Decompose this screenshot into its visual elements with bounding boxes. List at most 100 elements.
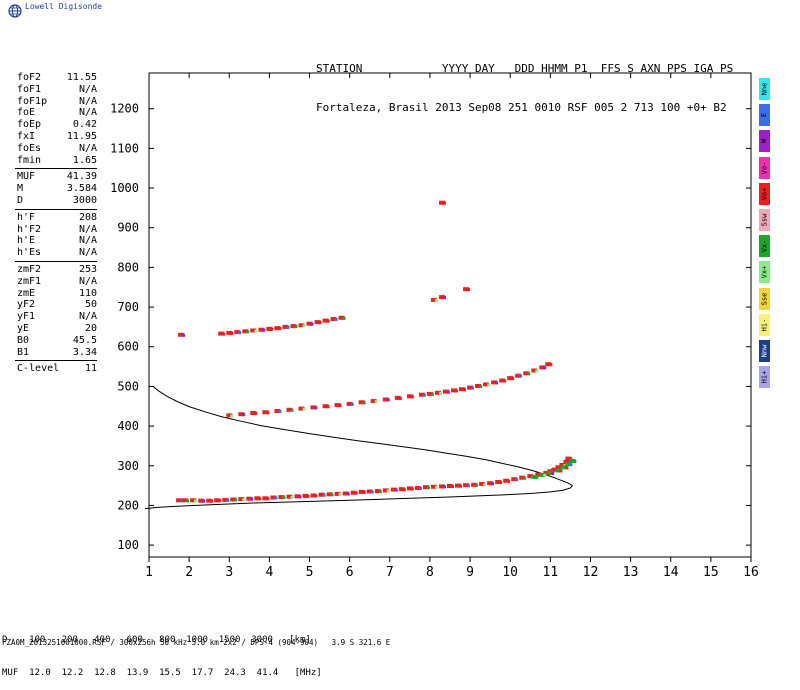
legend-item-e: E <box>759 104 770 127</box>
param-row: foEp 0.42 <box>17 119 97 131</box>
echo-point <box>366 489 373 494</box>
echo-point <box>543 470 550 475</box>
echo-point-fragment <box>535 475 539 479</box>
param-row: foEs N/A <box>17 143 97 155</box>
echo-point-fragment <box>334 318 338 321</box>
echo-point <box>286 407 293 412</box>
echo-point <box>455 483 461 488</box>
x-tick-label: 1 <box>145 565 153 580</box>
echo-point <box>262 496 269 501</box>
echo-point <box>226 330 233 335</box>
echo-point-fragment <box>434 298 438 302</box>
x-tick-label: 11 <box>543 565 559 580</box>
echo-point-fragment <box>330 493 334 497</box>
x-tick-label: 2 <box>185 565 193 580</box>
echo-point <box>346 401 353 406</box>
param-label: foEs <box>17 142 42 154</box>
param-label: h'F2 <box>17 223 42 235</box>
echo-point-fragment <box>314 406 318 410</box>
echo-point <box>226 413 233 418</box>
echo-point <box>274 409 281 413</box>
echo-point <box>358 400 365 405</box>
logo: Lowell Digisonde <box>8 2 102 18</box>
echo-point-fragment <box>338 492 342 496</box>
echo-point-fragment <box>274 496 278 500</box>
echo-point <box>190 498 197 503</box>
param-label: yE <box>17 322 30 334</box>
legend-label: Vx- <box>760 239 769 253</box>
echo-point-fragment <box>254 412 258 415</box>
echo-point <box>338 315 345 320</box>
echo-point <box>258 327 265 332</box>
echo-point <box>246 496 253 501</box>
echo-point <box>551 467 558 472</box>
echo-point <box>222 497 229 502</box>
echo-point-fragment <box>218 499 222 503</box>
legend-label: Vo+ <box>760 187 769 201</box>
echo-point <box>298 323 305 328</box>
param-row: zmE 110 <box>17 288 97 300</box>
x-tick-label: 15 <box>703 565 719 580</box>
echo-point-fragment <box>573 460 577 463</box>
echo-point <box>198 498 205 503</box>
param-row: D 3000 <box>17 195 97 207</box>
param-label: foF1 <box>17 83 42 95</box>
echo-point <box>334 491 341 496</box>
echo-point-fragment <box>455 389 458 393</box>
echo-point-fragment <box>549 363 553 367</box>
param-value: 3.584 <box>66 183 97 195</box>
echo-point-fragment <box>230 414 234 418</box>
param-label: foF1p <box>17 95 48 107</box>
echo-point <box>451 388 457 393</box>
echo-point <box>565 456 572 461</box>
echo-point-fragment <box>559 466 563 470</box>
echo-point-fragment <box>479 385 483 388</box>
echo-point-fragment <box>430 392 434 396</box>
echo-point <box>334 403 341 408</box>
echo-point-fragment <box>378 490 382 494</box>
param-row: foF1 N/A <box>17 84 97 96</box>
param-value: N/A <box>78 107 97 119</box>
echo-point <box>443 389 449 394</box>
echo-point-fragment <box>398 396 402 400</box>
param-label: C-level <box>17 363 60 375</box>
param-row: h'E N/A <box>17 235 97 247</box>
echo-points <box>176 200 577 503</box>
echo-point <box>414 486 421 490</box>
echo-point-fragment <box>569 463 573 467</box>
y-axis-ticks: 100 200 300 400 500 600 700 800 900 1000 1100 1200 <box>110 102 751 552</box>
echo-point <box>250 411 257 415</box>
x-tick-label: 5 <box>306 565 314 580</box>
echo-point-fragment <box>242 413 246 417</box>
echo-point <box>422 485 429 490</box>
echo-point-fragment <box>298 495 302 499</box>
echo-point <box>374 489 381 494</box>
echo-point <box>539 472 546 477</box>
echo-point-fragment <box>294 325 298 329</box>
echo-point <box>547 470 554 475</box>
echo-point-fragment <box>422 393 426 397</box>
echo-point-fragment <box>394 488 398 492</box>
echo-point-fragment <box>222 332 226 336</box>
echo-point <box>214 498 221 503</box>
x-tick-label: 14 <box>663 565 679 580</box>
echo-point <box>294 494 301 499</box>
echo-point <box>555 468 562 473</box>
echo-point <box>475 384 482 388</box>
param-separator <box>15 168 97 170</box>
legend-item-vo-: Vo+ <box>759 182 770 205</box>
echo-point <box>176 498 183 503</box>
echo-point <box>282 324 289 329</box>
param-value: 3.34 <box>72 346 97 358</box>
param-label: zmF2 <box>17 263 42 275</box>
echo-point-fragment <box>266 411 270 415</box>
param-value: 11.55 <box>66 72 97 83</box>
echo-point <box>545 362 552 367</box>
legend-item-hi-: Hi+ <box>759 366 770 389</box>
echo-point-fragment <box>503 379 507 383</box>
echo-point-fragment <box>374 400 378 404</box>
echo-point-fragment <box>410 395 414 399</box>
param-label: MUF <box>17 171 36 183</box>
echo-point <box>254 496 261 501</box>
globe-icon <box>8 4 22 18</box>
